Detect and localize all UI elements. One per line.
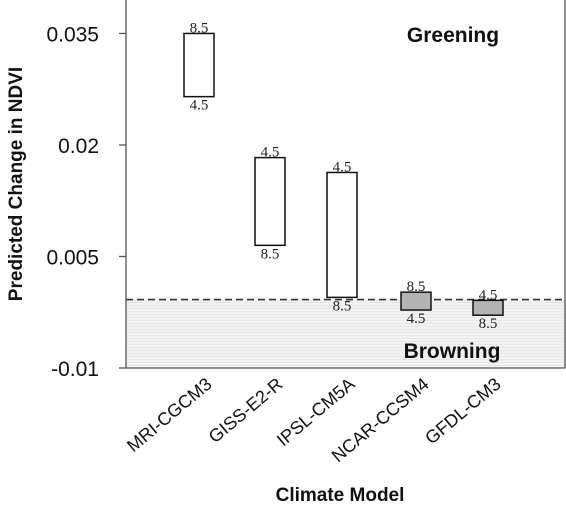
- x-tick-label: GFDL-CM3: [421, 374, 504, 448]
- scenario-label: 8.5: [190, 20, 209, 36]
- y-tick-label: 0.005: [46, 246, 99, 269]
- browning-label: Browning: [404, 340, 501, 363]
- scenario-label: 4.5: [261, 145, 280, 161]
- range-box-ipsl-cm5a: [326, 171, 358, 299]
- x-axis: MRI-CGCM3GISS-E2-RIPSL-CM5ANCAR-CCSM4GFD…: [123, 374, 505, 466]
- y-tick-label: -0.01: [51, 358, 99, 381]
- scenario-label: 4.5: [407, 311, 426, 327]
- greening-label: Greening: [407, 24, 499, 47]
- scenario-label: 4.5: [190, 98, 209, 114]
- y-tick-label: 0.035: [46, 23, 99, 46]
- scenario-label: 8.5: [407, 279, 426, 295]
- range-box-ncar-ccsm4: [400, 291, 432, 311]
- y-axis: 0.035 0.02 0.005 -0.01: [46, 23, 126, 381]
- range-box-giss-e2-r: [254, 156, 286, 247]
- scenario-label: 4.5: [479, 287, 498, 303]
- scenario-label: 8.5: [479, 316, 498, 332]
- y-axis-title: Predicted Change in NDVI: [6, 67, 27, 301]
- model-boxes: 8.5 4.5 4.5 8.5 4.5 8.5 8.5 4.5 4.5 8.5: [183, 20, 504, 332]
- scenario-label: 8.5: [261, 246, 280, 262]
- scenario-label: 8.5: [333, 298, 352, 314]
- x-axis-title: Climate Model: [276, 485, 405, 506]
- range-box-mri-cgcm3: [183, 32, 215, 98]
- scenario-label: 4.5: [333, 159, 352, 175]
- range-box-gfdl-cm3: [472, 299, 504, 316]
- y-tick-label: 0.02: [58, 135, 99, 158]
- browning-hatch: [126, 302, 565, 366]
- x-tick-label: MRI-CGCM3: [123, 374, 216, 456]
